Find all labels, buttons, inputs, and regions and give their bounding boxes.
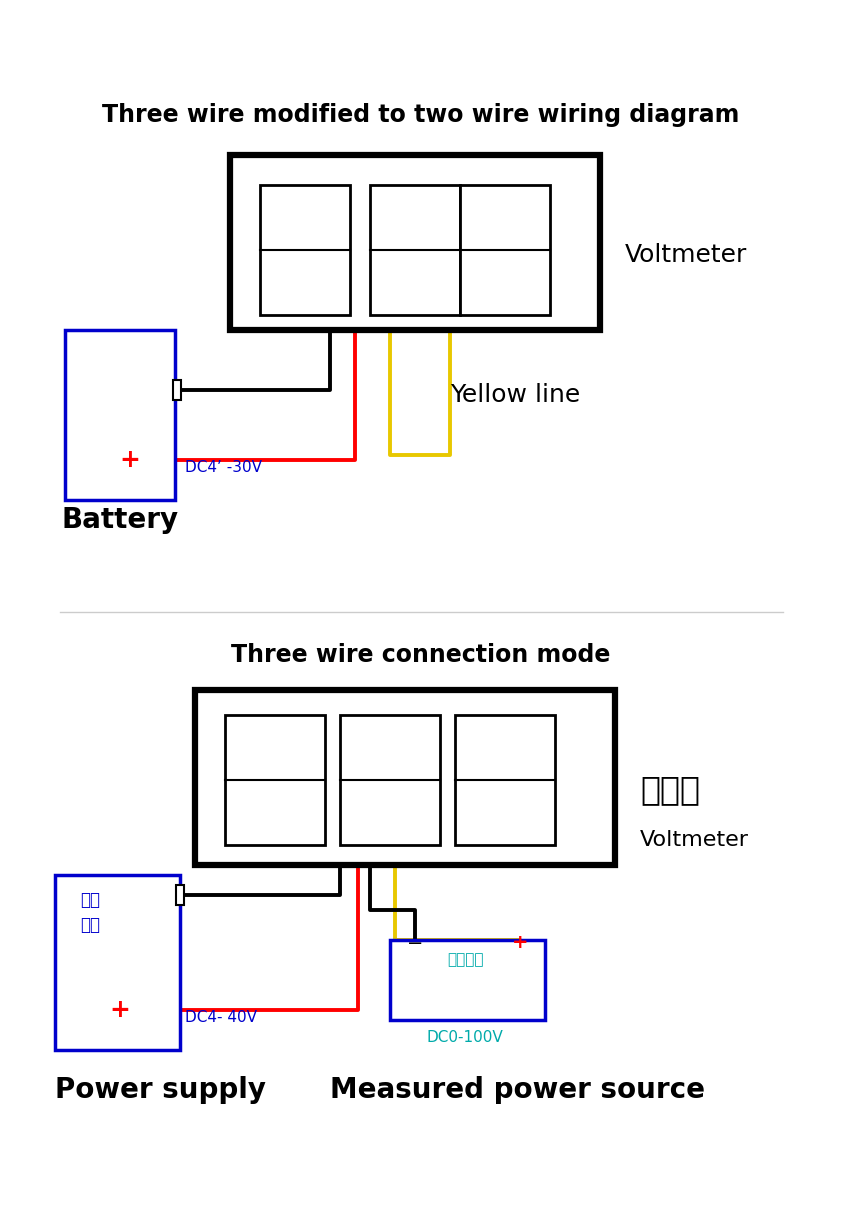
Bar (260, 185, 350, 315)
Text: −: − (407, 934, 423, 952)
Text: Power supply: Power supply (55, 1076, 266, 1104)
Text: Voltmeter: Voltmeter (625, 244, 748, 267)
Bar (195, 690, 615, 865)
Bar (55, 875, 180, 1050)
Bar (176, 885, 184, 905)
Text: Battery: Battery (62, 506, 179, 534)
Text: 电压表: 电压表 (640, 774, 700, 807)
Text: Measured power source: Measured power source (330, 1076, 705, 1104)
Text: Yellow line: Yellow line (450, 383, 580, 408)
Bar (455, 715, 555, 845)
Text: +: + (512, 934, 529, 952)
Bar (460, 185, 550, 315)
Bar (173, 379, 181, 400)
Bar (225, 715, 325, 845)
Bar (390, 940, 545, 1020)
Text: DC4’ -30V: DC4’ -30V (185, 460, 262, 475)
Text: +: + (120, 448, 141, 472)
Bar (230, 155, 600, 330)
Text: +: + (110, 998, 131, 1022)
Text: 电源: 电源 (80, 916, 100, 934)
Text: Three wire modified to two wire wiring diagram: Three wire modified to two wire wiring d… (102, 103, 739, 127)
Text: Three wire connection mode: Three wire connection mode (231, 643, 610, 667)
Text: DC0-100V: DC0-100V (427, 1031, 503, 1045)
Bar (65, 330, 175, 499)
Bar (370, 185, 460, 315)
Text: 供电: 供电 (80, 891, 100, 909)
Text: Voltmeter: Voltmeter (640, 830, 749, 849)
Bar (340, 715, 440, 845)
Text: DC4- 40V: DC4- 40V (185, 1011, 257, 1026)
Text: 被测电源: 被测电源 (447, 952, 483, 967)
